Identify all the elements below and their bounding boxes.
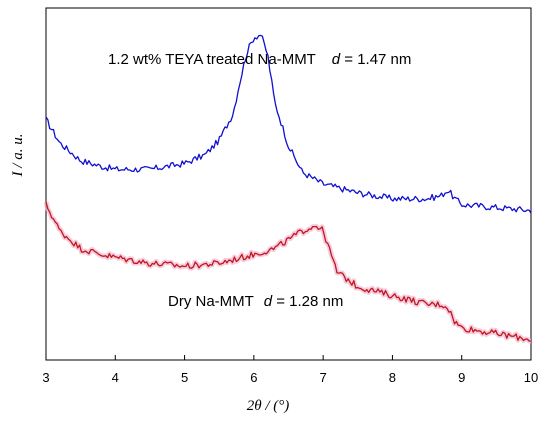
series-line-dry: [45, 201, 531, 342]
annotation-upper-text: 1.2 wt% TEYA treated Na-MMT: [108, 51, 316, 68]
annotation-lower-d: d: [264, 293, 273, 310]
series-line-treated: [45, 34, 532, 214]
y-axis-label: I / a. u.: [10, 134, 26, 178]
plot-area: [45, 7, 532, 361]
x-axis-label: 2θ / (°): [247, 398, 290, 414]
x-tick-label: 7: [320, 370, 327, 385]
x-tick-label: 6: [250, 370, 257, 385]
x-tick-label: 5: [181, 370, 188, 385]
x-tick-label: 3: [42, 370, 49, 385]
x-tick-label: 10: [524, 370, 538, 385]
x-tick-label: 4: [112, 370, 119, 385]
x-axis-ticks: [45, 355, 532, 360]
annotation-upper-d: d: [332, 51, 341, 68]
annotation-lower-value: = 1.28 nm: [276, 293, 343, 310]
series-lines: [43, 34, 532, 344]
x-axis-tick-labels: 3 4 5 6 7 8 9 10: [42, 370, 538, 385]
x-tick-label: 8: [389, 370, 396, 385]
x-tick-label: 9: [458, 370, 465, 385]
annotation-lower: Dry Na-MMT d = 1.28 nm: [168, 293, 343, 310]
annotation-upper-value: = 1.47 nm: [344, 51, 411, 68]
annotation-lower-text: Dry Na-MMT: [168, 293, 254, 310]
annotation-upper: 1.2 wt% TEYA treated Na-MMT d = 1.47 nm: [108, 51, 411, 68]
